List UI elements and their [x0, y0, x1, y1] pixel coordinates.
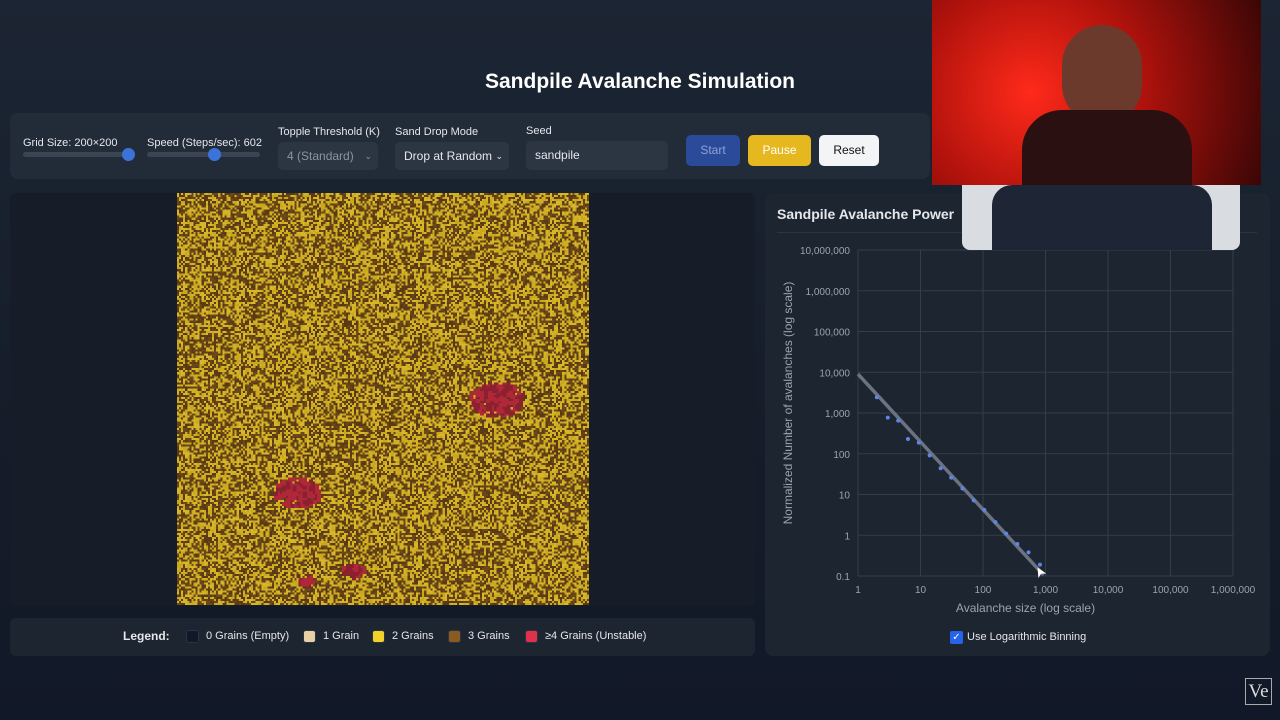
- fit-line: [856, 372, 1045, 577]
- legend-label: 1 Grain: [323, 630, 360, 642]
- log-binning-checkbox[interactable]: ✓: [950, 631, 963, 644]
- person-shirt: [992, 185, 1212, 250]
- data-point: [927, 453, 932, 458]
- webcam-overlay: [932, 0, 1261, 185]
- drop-mode-value: Drop at Random: [404, 149, 493, 163]
- chart-panel: [765, 193, 1270, 656]
- data-point: [993, 520, 998, 525]
- y-tick-label: 1,000: [825, 409, 850, 420]
- y-tick-label: 100,000: [814, 328, 851, 339]
- threshold-select[interactable]: 4 (Standard) ⌄: [278, 142, 378, 170]
- person-body: [1022, 110, 1192, 185]
- seed-input[interactable]: sandpile: [526, 141, 668, 170]
- x-tick-label: 100,000: [1152, 585, 1189, 596]
- x-tick-label: 100: [975, 585, 992, 596]
- legend-label: 2 Grains: [392, 630, 434, 642]
- drop-mode-select[interactable]: Drop at Random ⌄: [395, 142, 509, 170]
- grid-size-slider[interactable]: [23, 148, 135, 161]
- chevron-down-icon: ⌄: [364, 151, 372, 161]
- y-tick-label: 10,000: [819, 368, 850, 379]
- y-tick-label: 1,000,000: [806, 287, 851, 298]
- grid-size-label: Grid Size: 200×200: [23, 137, 118, 149]
- legend-label: 0 Grains (Empty): [206, 630, 290, 642]
- legend-swatch: [372, 630, 385, 643]
- legend-swatch: [448, 630, 461, 643]
- data-point: [896, 418, 901, 423]
- x-tick-label: 1,000: [1033, 585, 1058, 596]
- legend-label: ≥4 Grains (Unstable): [545, 630, 647, 642]
- data-point: [1037, 562, 1042, 567]
- log-binning-label: Use Logarithmic Binning: [967, 631, 1087, 643]
- y-tick-label: 0.1: [836, 572, 850, 583]
- data-point: [916, 440, 921, 445]
- sandpile-grid-canvas[interactable]: [177, 193, 589, 605]
- chart-title: Sandpile Avalanche Power: [777, 206, 955, 222]
- x-axis-label: Avalanche size (log scale): [956, 601, 1095, 615]
- speed-label: Speed (Steps/sec): 602: [147, 137, 262, 149]
- y-tick-label: 1: [844, 531, 850, 542]
- threshold-value: 4 (Standard): [287, 149, 354, 163]
- data-point: [960, 486, 965, 491]
- start-button[interactable]: Start: [686, 135, 740, 166]
- legend-swatch: [186, 630, 199, 643]
- x-tick-label: 1: [855, 585, 861, 596]
- mouse-cursor-icon: ➤: [1030, 563, 1050, 581]
- x-tick-label: 10: [915, 585, 927, 596]
- threshold-label: Topple Threshold (K): [278, 126, 380, 138]
- data-point: [1015, 541, 1020, 546]
- reset-button[interactable]: Reset: [819, 135, 879, 166]
- seed-label: Seed: [526, 125, 552, 137]
- data-point: [971, 498, 976, 503]
- y-tick-label: 10,000,000: [800, 246, 850, 257]
- legend-label: 3 Grains: [468, 630, 510, 642]
- legend-swatch: [303, 630, 316, 643]
- data-point: [874, 395, 879, 400]
- legend-title: Legend:: [123, 629, 170, 643]
- y-tick-label: 10: [839, 491, 851, 502]
- page-title: Sandpile Avalanche Simulation: [484, 70, 796, 93]
- chevron-down-icon: ⌄: [495, 151, 503, 161]
- power-law-chart: 1 10 100 1,000 10,000 100,000 1,000,000 10,000,…: [781, 246, 1256, 615]
- data-point: [1026, 550, 1031, 555]
- data-point: [949, 475, 954, 480]
- data-point: [982, 507, 987, 512]
- speed-slider[interactable]: [147, 148, 260, 161]
- drop-mode-label: Sand Drop Mode: [395, 126, 479, 138]
- webcam-overlay-secondary: [962, 185, 1240, 250]
- watermark-logo: Ve: [1245, 678, 1272, 705]
- data-point: [885, 415, 890, 420]
- x-tick-label: 10,000: [1093, 585, 1124, 596]
- grid-size-slider-knob[interactable]: [122, 148, 135, 161]
- x-tick-label: 1,000,000: [1211, 585, 1256, 596]
- pause-button[interactable]: Pause: [748, 135, 811, 166]
- data-point: [938, 466, 943, 471]
- speed-slider-knob[interactable]: [207, 148, 221, 161]
- y-axis-label: Normalized Number of avalanches (log sca…: [781, 282, 795, 525]
- y-tick-label: 100: [833, 450, 850, 461]
- person-face: [1062, 25, 1142, 125]
- data-point: [905, 437, 910, 442]
- legend-swatch: [525, 630, 538, 643]
- data-point: [1004, 531, 1009, 536]
